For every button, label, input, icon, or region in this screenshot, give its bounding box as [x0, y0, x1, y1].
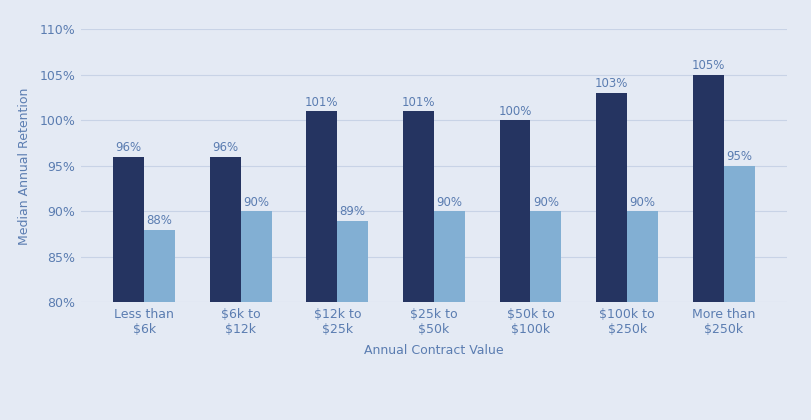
- Bar: [530, 211, 561, 302]
- Bar: [144, 230, 175, 302]
- Bar: [114, 157, 144, 302]
- Bar: [723, 166, 754, 302]
- Bar: [403, 111, 434, 302]
- Text: 90%: 90%: [629, 196, 655, 209]
- Bar: [693, 75, 723, 302]
- Text: 96%: 96%: [115, 141, 142, 154]
- Y-axis label: Median Annual Retention: Median Annual Retention: [19, 87, 32, 244]
- Legend: Net Median Revenue Retention, Gross Median Revenue Retention: Net Median Revenue Retention, Gross Medi…: [208, 416, 660, 420]
- Bar: [241, 211, 272, 302]
- Bar: [337, 220, 368, 302]
- Text: 100%: 100%: [498, 105, 532, 118]
- Text: 95%: 95%: [726, 150, 752, 163]
- Bar: [596, 93, 627, 302]
- Text: 101%: 101%: [305, 96, 338, 109]
- Text: 101%: 101%: [401, 96, 436, 109]
- Bar: [307, 111, 337, 302]
- Bar: [627, 211, 658, 302]
- Text: 90%: 90%: [533, 196, 559, 209]
- Text: 96%: 96%: [212, 141, 238, 154]
- Text: 90%: 90%: [243, 196, 269, 209]
- X-axis label: Annual Contract Value: Annual Contract Value: [364, 344, 504, 357]
- Bar: [500, 121, 530, 302]
- Text: 90%: 90%: [436, 196, 462, 209]
- Text: 103%: 103%: [595, 77, 629, 90]
- Bar: [434, 211, 465, 302]
- Bar: [210, 157, 241, 302]
- Text: 88%: 88%: [147, 214, 173, 227]
- Text: 89%: 89%: [340, 205, 366, 218]
- Text: 105%: 105%: [692, 59, 725, 72]
